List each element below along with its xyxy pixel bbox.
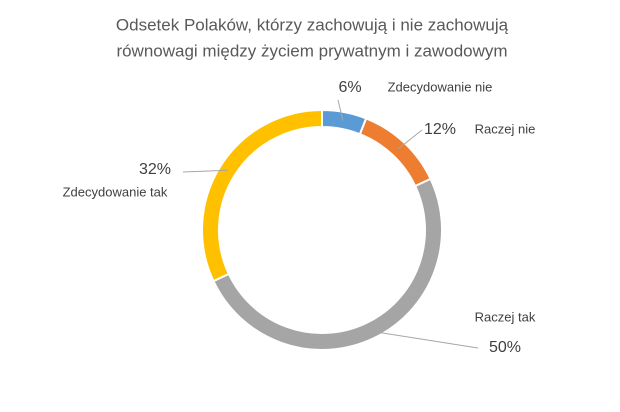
- leader-line: [337, 99, 344, 121]
- category-label: Zdecydowanie nie: [388, 79, 493, 94]
- data-label: 12%: [424, 121, 456, 138]
- data-label: 50%: [489, 339, 521, 356]
- donut-slice: [201, 108, 323, 283]
- category-label: Raczej tak: [475, 309, 536, 324]
- chart-title: równowagi między życiem prywatnym i zawo…: [116, 41, 507, 60]
- donut-slice: [321, 108, 368, 136]
- leader-line: [369, 330, 479, 349]
- data-label: 32%: [139, 161, 171, 178]
- data-label: 6%: [338, 79, 361, 96]
- leader-line: [182, 169, 228, 173]
- donut-slice: [358, 117, 432, 188]
- donut-slice: [212, 177, 444, 352]
- category-label: Raczej nie: [475, 121, 536, 136]
- chart-title: Odsetek Polaków, którzy zachowują i nie …: [116, 15, 509, 34]
- leader-line: [398, 129, 423, 150]
- category-label: Zdecydowanie tak: [63, 184, 168, 199]
